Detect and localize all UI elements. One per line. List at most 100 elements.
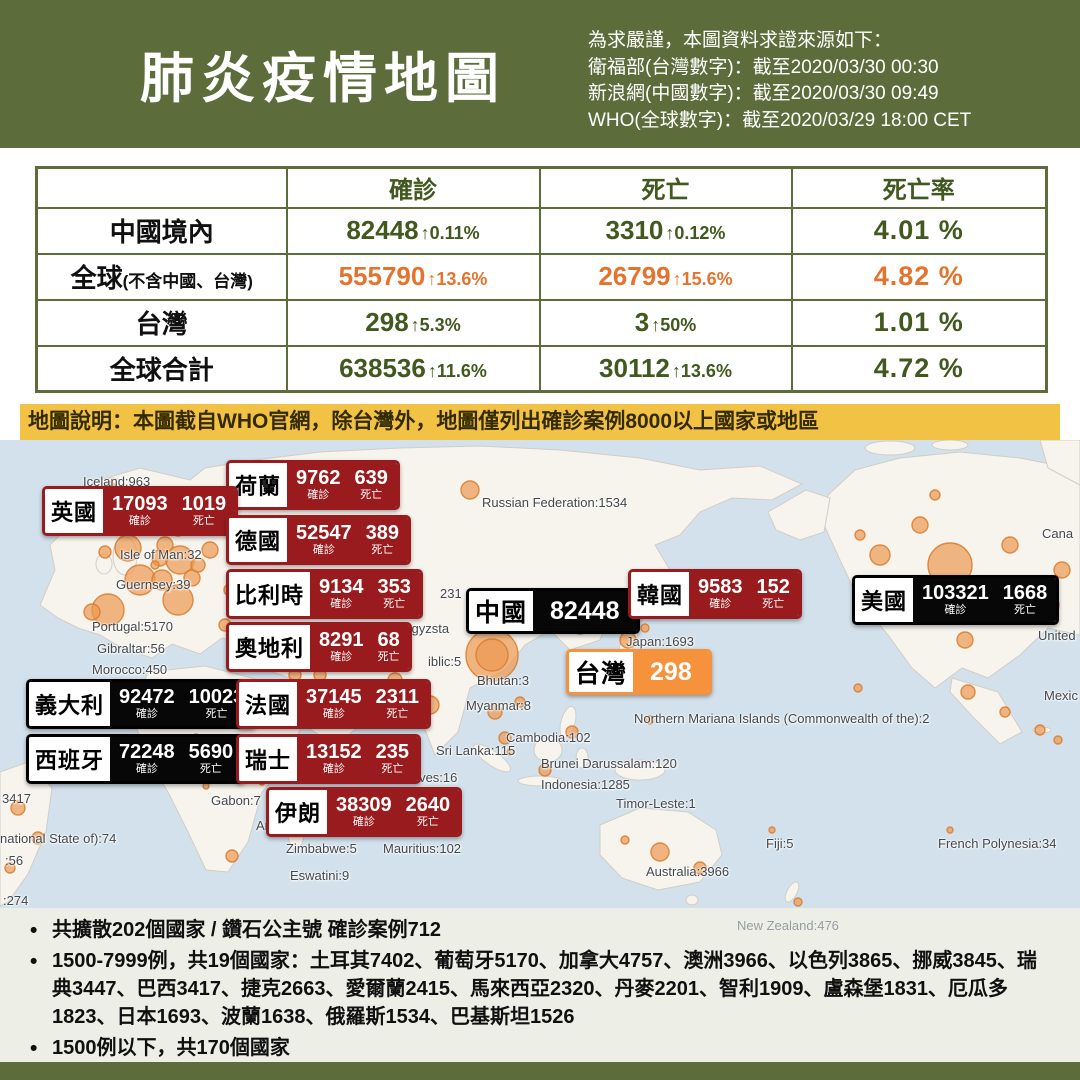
case-bubble bbox=[514, 696, 526, 708]
stat-box-label: 確診 bbox=[330, 598, 353, 611]
stat-number: 26799 bbox=[598, 261, 671, 291]
landmass-sumatra bbox=[473, 743, 511, 773]
stats-table: 確診 死亡 死亡率 中國境內 82448 ↑0.11% 3310 ↑0.12% 4.01 % 全… bbox=[35, 166, 1048, 393]
map-country-label: Sri Lanka:115 bbox=[436, 743, 516, 758]
case-bubble bbox=[640, 623, 650, 633]
stat-cell: 152 死亡 bbox=[751, 576, 796, 611]
stats-panel: 103321 確診 1668 死亡 bbox=[913, 578, 1057, 622]
stat-delta: ↑50% bbox=[651, 315, 697, 335]
stat-cell: 2311 死亡 bbox=[370, 686, 425, 721]
country-name: 荷蘭 bbox=[229, 463, 288, 507]
stat-number: 555790 bbox=[338, 261, 426, 291]
stat-delta: ↑0.11% bbox=[420, 223, 480, 243]
table-body: 中國境內 82448 ↑0.11% 3310 ↑0.12% 4.01 % 全球(不含中國、台… bbox=[35, 206, 1048, 393]
stat-cell: 8291 確診 bbox=[313, 630, 370, 664]
stat-cell: 639 死亡 bbox=[349, 468, 394, 502]
case-bubble bbox=[1001, 536, 1019, 554]
stat-cell: 9583 確診 bbox=[692, 577, 749, 611]
case-bubble bbox=[225, 849, 239, 863]
stat-box-number: 17093 bbox=[112, 493, 168, 516]
map-country-label: Iceland:963 bbox=[83, 474, 151, 489]
case-bubble bbox=[650, 842, 670, 862]
stat-box-taiwan: 台灣 298 bbox=[566, 649, 712, 695]
stat-box-label: 確診 bbox=[135, 708, 158, 721]
landmass-new-zealand bbox=[784, 881, 800, 903]
map-country-label: Brunei Darussalam:120 bbox=[541, 756, 677, 771]
map-country-label: Japan:1693 bbox=[626, 634, 694, 649]
case-bubble bbox=[506, 748, 514, 756]
stats-panel: 92472 確診 10023 死亡 bbox=[110, 682, 254, 726]
table-row: 全球(不含中國、台灣) 555790 ↑13.6% 26799 ↑15.6% 4.82 % bbox=[35, 252, 1048, 301]
table-row: 全球合計 638536 ↑11.6% 30112 ↑13.6% 4.72 % bbox=[35, 344, 1048, 393]
case-bubble bbox=[162, 584, 194, 616]
stat-box-number: 92472 bbox=[119, 686, 175, 709]
case-bubble bbox=[475, 638, 509, 672]
map-country-label: Timor-Leste:1 bbox=[616, 796, 696, 811]
map-country-label: Isle of Man:32 bbox=[120, 547, 202, 562]
row-label-subtext: (不含中國、台灣) bbox=[122, 272, 253, 291]
stat-box-label: 死亡 bbox=[377, 651, 400, 664]
column-header: 死亡 bbox=[538, 166, 793, 209]
row-label: 台灣 bbox=[35, 298, 288, 347]
case-bubble bbox=[960, 684, 976, 700]
source-line: 衛福部(台灣數字)：截至2020/03/30 00:30 bbox=[588, 56, 939, 78]
stat-box-label: 確診 bbox=[135, 763, 158, 776]
case-bubble bbox=[853, 683, 863, 693]
stat-delta: ↑5.3% bbox=[410, 315, 461, 335]
stat-cell: 1668 死亡 bbox=[997, 583, 1054, 617]
footer-bullet: 1500例以下，共170個國家 bbox=[28, 1034, 1052, 1062]
confirmed-value: 298 ↑5.3% bbox=[285, 298, 541, 347]
stat-box-number: 2311 bbox=[375, 686, 420, 709]
country-name: 西班牙 bbox=[29, 737, 111, 781]
stat-box-number: 152 bbox=[756, 576, 790, 599]
stat-delta: ↑15.6% bbox=[672, 269, 733, 289]
stats-panel: 37145 確診 2311 死亡 bbox=[297, 682, 429, 726]
country-name: 義大利 bbox=[29, 682, 111, 726]
stat-box-label: 死亡 bbox=[381, 763, 404, 776]
row-label-text: 全球合計 bbox=[109, 354, 214, 385]
map-country-label: Cana bbox=[1042, 526, 1074, 541]
stat-cell: 68 死亡 bbox=[372, 630, 406, 664]
death-rate-value: 1.01 % bbox=[790, 298, 1048, 347]
map-note-banner: 地圖說明：本圖截自WHO官網，除台灣外，地圖僅列出確診案例8000以上國家或地區 bbox=[20, 404, 1060, 440]
case-bubble bbox=[156, 536, 174, 554]
map-country-label: Indonesia:1285 bbox=[541, 777, 630, 792]
stat-box-number: 5690 bbox=[188, 741, 234, 764]
country-name: 瑞士 bbox=[239, 737, 298, 781]
stat-cell: 92472 確診 bbox=[113, 686, 181, 721]
case-bubble bbox=[183, 569, 201, 587]
stat-number: 3 bbox=[634, 307, 650, 337]
case-bubble bbox=[911, 516, 929, 534]
stat-box-uk: 英國 17093 確診 1019 死亡 bbox=[42, 486, 239, 536]
stat-number: 30112 bbox=[599, 352, 670, 383]
stat-box-label: 死亡 bbox=[360, 489, 383, 502]
case-bubble bbox=[10, 800, 26, 816]
stat-cell: 353 死亡 bbox=[372, 577, 417, 611]
deaths-value: 26799 ↑15.6% bbox=[538, 252, 793, 301]
country-name: 奧地利 bbox=[229, 625, 311, 669]
stat-box-spain: 西班牙 72248 確診 5690 死亡 bbox=[26, 734, 246, 784]
source-line: WHO(全球數字)：截至2020/03/29 18:00 CET bbox=[588, 109, 972, 131]
stat-box-south-korea: 韓國 9583 確診 152 死亡 bbox=[628, 569, 802, 619]
case-bubble bbox=[460, 480, 480, 500]
stat-cell: 9762 確診 bbox=[290, 468, 347, 502]
table-header-row: 確診 死亡 死亡率 bbox=[35, 166, 1048, 209]
stat-delta: ↑0.12% bbox=[665, 223, 726, 243]
death-rate-value: 4.72 % bbox=[790, 344, 1048, 393]
map-country-label: 3417 bbox=[2, 791, 31, 806]
country-name: 伊朗 bbox=[269, 790, 328, 834]
stat-box-usa: 美國 103321 確診 1668 死亡 bbox=[852, 575, 1060, 625]
stat-box-label: 確診 bbox=[322, 708, 345, 721]
stat-box-number: 235 bbox=[375, 741, 410, 764]
stat-cell: 52547 確診 bbox=[290, 523, 358, 557]
landmass-arctic-island-1 bbox=[864, 440, 916, 456]
case-bubble bbox=[487, 704, 503, 720]
case-bubble bbox=[538, 763, 552, 777]
case-bubble bbox=[565, 725, 579, 739]
stat-box-austria: 奧地利 8291 確診 68 死亡 bbox=[226, 622, 412, 672]
map-country-label: Russian Federation:1534 bbox=[482, 495, 628, 510]
country-name: 韓國 bbox=[631, 572, 690, 616]
case-bubble bbox=[1053, 735, 1063, 745]
footer-bullet: 1500-7999例，共19個國家：土耳其7402、葡萄牙5170、加拿大475… bbox=[28, 947, 1052, 1031]
case-bubble bbox=[31, 831, 45, 845]
